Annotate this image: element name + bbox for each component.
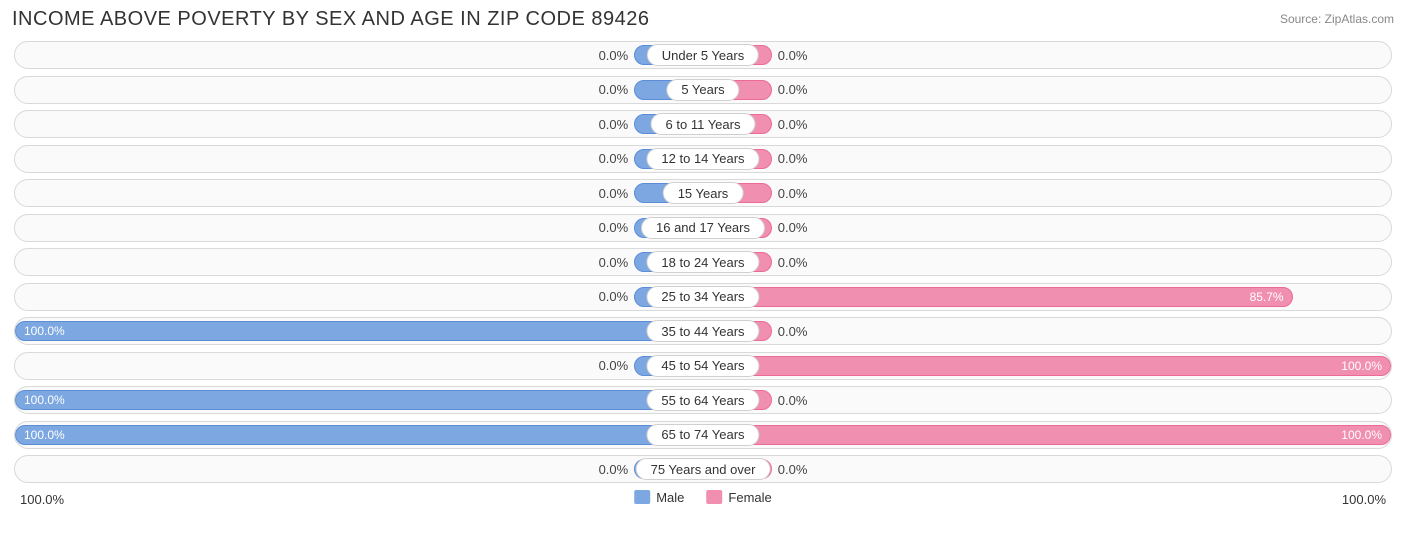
male-value-label: 100.0% <box>24 324 65 338</box>
female-value-label: 0.0% <box>778 146 808 172</box>
male-value-label: 0.0% <box>599 456 629 482</box>
female-value-label: 0.0% <box>778 111 808 137</box>
chart-row: 0.0% 100.0% 45 to 54 Years <box>14 352 1392 380</box>
category-label: 45 to 54 Years <box>646 355 759 377</box>
female-value-label: 0.0% <box>778 318 808 344</box>
female-value-label: 0.0% <box>778 387 808 413</box>
category-label: 16 and 17 Years <box>641 217 765 239</box>
category-label: Under 5 Years <box>647 44 759 66</box>
legend-male-label: Male <box>656 490 684 505</box>
chart-row: 100.0% 0.0% 35 to 44 Years <box>14 317 1392 345</box>
male-value-label: 0.0% <box>599 180 629 206</box>
legend-item-female: Female <box>706 490 771 505</box>
male-value-label: 0.0% <box>599 284 629 310</box>
category-label: 18 to 24 Years <box>646 251 759 273</box>
male-value-label: 0.0% <box>599 215 629 241</box>
male-value-label: 0.0% <box>599 249 629 275</box>
male-value-label: 0.0% <box>599 146 629 172</box>
header: INCOME ABOVE POVERTY BY SEX AND AGE IN Z… <box>12 8 1394 31</box>
chart-row: 0.0% 0.0% 75 Years and over <box>14 455 1392 483</box>
female-bar: 100.0% <box>703 356 1391 376</box>
legend-item-male: Male <box>634 490 684 505</box>
chart-footer: 100.0% Male Female 100.0% <box>12 490 1394 512</box>
diverging-bar-chart: 0.0%0.0%Under 5 Years0.0%0.0%5 Years0.0%… <box>12 41 1394 483</box>
female-value-label: 0.0% <box>778 456 808 482</box>
legend-female-label: Female <box>728 490 771 505</box>
chart-row: 0.0% 0.0% Under 5 Years <box>14 41 1392 69</box>
male-bar: 100.0% <box>15 390 703 410</box>
female-bar: 100.0% <box>703 425 1391 445</box>
category-label: 75 Years and over <box>636 458 771 480</box>
category-label: 35 to 44 Years <box>646 320 759 342</box>
female-value-label: 100.0% <box>1341 428 1382 442</box>
chart-row: 0.0% 0.0% 12 to 14 Years <box>14 145 1392 173</box>
category-label: 15 Years <box>663 182 744 204</box>
female-bar: 85.7% <box>703 287 1293 307</box>
chart-row: 0.0% 0.0% 5 Years <box>14 76 1392 104</box>
category-label: 5 Years <box>666 79 739 101</box>
category-label: 6 to 11 Years <box>651 113 756 135</box>
category-label: 25 to 34 Years <box>646 286 759 308</box>
chart-row: 0.0% 0.0% 6 to 11 Years <box>14 110 1392 138</box>
legend: Male Female <box>634 490 772 505</box>
female-value-label: 0.0% <box>778 180 808 206</box>
female-swatch-icon <box>706 490 722 504</box>
female-value-label: 100.0% <box>1341 359 1382 373</box>
female-value-label: 0.0% <box>778 249 808 275</box>
chart-row: 0.0% 0.0% 18 to 24 Years <box>14 248 1392 276</box>
female-value-label: 0.0% <box>778 42 808 68</box>
chart-row: 100.0% 100.0% 65 to 74 Years <box>14 421 1392 449</box>
female-value-label: 0.0% <box>778 77 808 103</box>
female-value-label: 85.7% <box>1250 290 1284 304</box>
female-value-label: 0.0% <box>778 215 808 241</box>
axis-left-label: 100.0% <box>20 492 64 507</box>
male-value-label: 0.0% <box>599 77 629 103</box>
chart-row: 0.0% 85.7% 25 to 34 Years <box>14 283 1392 311</box>
male-value-label: 0.0% <box>599 353 629 379</box>
chart-title: INCOME ABOVE POVERTY BY SEX AND AGE IN Z… <box>12 8 649 31</box>
male-value-label: 100.0% <box>24 393 65 407</box>
chart-row: 100.0% 0.0% 55 to 64 Years <box>14 386 1392 414</box>
male-value-label: 0.0% <box>599 111 629 137</box>
axis-right-label: 100.0% <box>1342 492 1386 507</box>
category-label: 65 to 74 Years <box>646 424 759 446</box>
category-label: 12 to 14 Years <box>646 148 759 170</box>
male-value-label: 100.0% <box>24 428 65 442</box>
chart-row: 0.0% 0.0% 15 Years <box>14 179 1392 207</box>
category-label: 55 to 64 Years <box>646 389 759 411</box>
male-value-label: 0.0% <box>599 42 629 68</box>
chart-row: 0.0% 0.0% 16 and 17 Years <box>14 214 1392 242</box>
male-bar: 100.0% <box>15 321 703 341</box>
source-label: Source: ZipAtlas.com <box>1280 8 1394 26</box>
male-bar: 100.0% <box>15 425 703 445</box>
male-swatch-icon <box>634 490 650 504</box>
